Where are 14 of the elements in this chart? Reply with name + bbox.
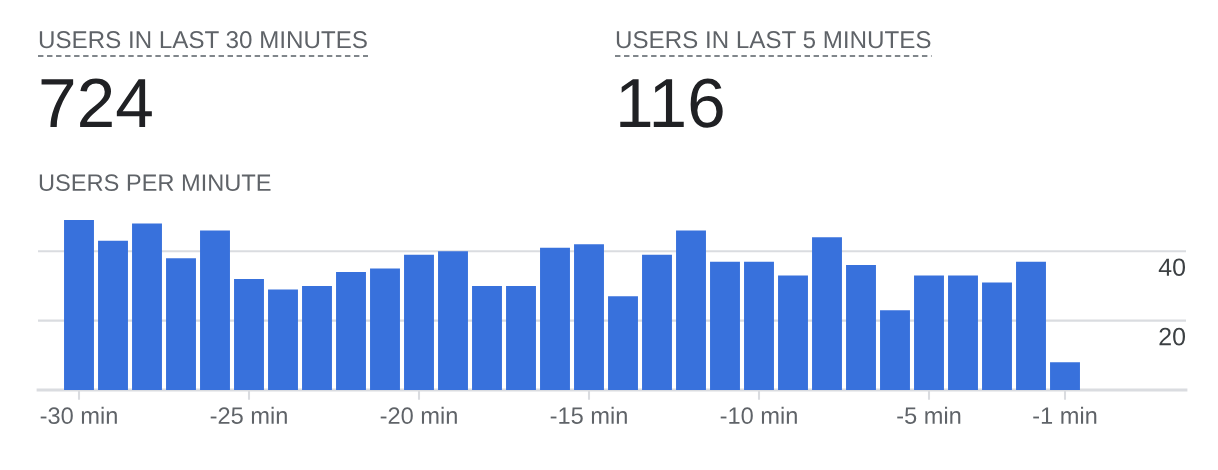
text: USERS IN LAST 5 MINUTES	[616, 31, 931, 49]
x-tick-label: -1 min	[1033, 406, 1097, 424]
text: 724	[41, 78, 152, 127]
y-tick-label: 40	[1158, 258, 1186, 277]
x-tick-label: -25 min	[210, 406, 287, 425]
chart-title: USERS PER MINUTE	[39, 174, 271, 192]
x-tick-label: -10 min	[720, 406, 797, 425]
x-tick-label: -15 min	[550, 406, 627, 425]
text: USERS IN LAST 30 MINUTES	[39, 31, 367, 49]
x-tick-label: -20 min	[380, 406, 457, 425]
text: 116	[620, 78, 723, 128]
x-tick-label: -30 min	[40, 406, 117, 425]
y-tick-label: 20	[1159, 327, 1186, 346]
x-tick-label: -5 min	[897, 406, 961, 425]
